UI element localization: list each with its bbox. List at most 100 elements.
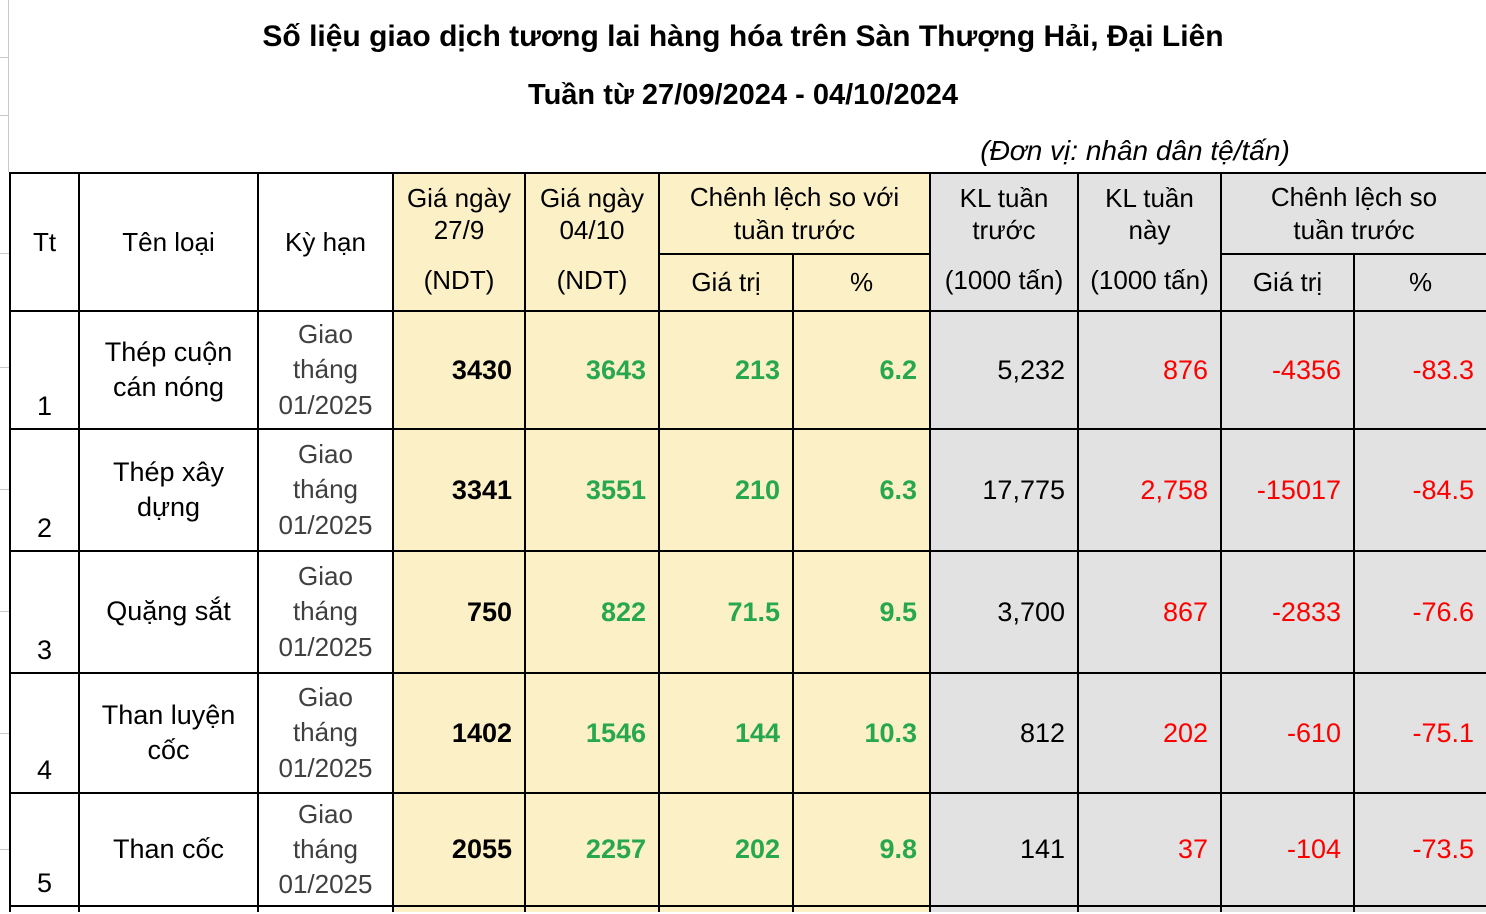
header-gia-279-label: Giá ngày 27/9 xyxy=(406,183,512,245)
header-gia-0410[interactable]: Giá ngày 04/10 (NDT) xyxy=(524,172,660,312)
header-ten-loai[interactable]: Tên loại xyxy=(78,172,259,312)
cell-vol-prev[interactable]: 812 xyxy=(929,672,1079,794)
subheader-gia-tri-1[interactable]: Giá trị xyxy=(658,253,794,312)
partial-row-cell xyxy=(524,905,660,912)
cell-vol-this[interactable]: 876 xyxy=(1077,310,1222,430)
cell-vol-diff-value[interactable]: -104 xyxy=(1220,792,1355,907)
table-row: 3 Quặng sắt Giao tháng 01/2025 750 822 7… xyxy=(9,550,1486,674)
cell-vol-diff-value[interactable]: -2833 xyxy=(1220,550,1355,674)
cell-vol-this[interactable]: 202 xyxy=(1077,672,1222,794)
cell-vol-this[interactable]: 37 xyxy=(1077,792,1222,907)
cell-vol-diff-pct[interactable]: -83.3 xyxy=(1353,310,1486,430)
cell-term[interactable]: Giao tháng 01/2025 xyxy=(257,672,394,794)
cell-diff-value[interactable]: 202 xyxy=(658,792,794,907)
page-subtitle: Tuần từ 27/09/2024 - 04/10/2024 xyxy=(528,79,958,111)
cell-row-number[interactable]: 2 xyxy=(9,428,80,552)
partial-row-cell xyxy=(1353,905,1486,912)
cell-vol-prev[interactable]: 141 xyxy=(929,792,1079,907)
table-row: 2 Thép xây dựng Giao tháng 01/2025 3341 … xyxy=(9,428,1486,552)
cell-vol-prev[interactable]: 5,232 xyxy=(929,310,1079,430)
cell-term[interactable]: Giao tháng 01/2025 xyxy=(257,428,394,552)
cell-diff-value[interactable]: 71.5 xyxy=(658,550,794,674)
cell-diff-value[interactable]: 210 xyxy=(658,428,794,552)
cell-vol-this[interactable]: 867 xyxy=(1077,550,1222,674)
page-title: Số liệu giao dịch tương lai hàng hóa trê… xyxy=(262,20,1224,53)
cell-commodity-name[interactable]: Thép xây dựng xyxy=(78,428,259,552)
cell-diff-pct[interactable]: 6.3 xyxy=(792,428,931,552)
cell-vol-diff-value[interactable]: -610 xyxy=(1220,672,1355,794)
cell-vol-this[interactable]: 2,758 xyxy=(1077,428,1222,552)
gridline-tick xyxy=(0,253,9,254)
header-chenh-lech-so-tuan-truoc[interactable]: Chênh lệch so tuần trước xyxy=(1220,172,1486,255)
header-ky-han[interactable]: Kỳ hạn xyxy=(257,172,394,312)
cell-price-0410[interactable]: 3643 xyxy=(524,310,660,430)
unit-note: (Đơn vị: nhân dân tệ/tấn) xyxy=(980,135,1290,166)
cell-diff-value[interactable]: 213 xyxy=(658,310,794,430)
gridline-tick xyxy=(0,367,9,368)
partial-row-cell xyxy=(792,905,931,912)
header-kl-tuan-nay-unit: (1000 tấn) xyxy=(1090,265,1209,296)
header-kl-tuan-nay[interactable]: KL tuần này (1000 tấn) xyxy=(1077,172,1222,312)
subheader-pct-1[interactable]: % xyxy=(792,253,931,312)
cell-price-279[interactable]: 750 xyxy=(392,550,526,674)
header-kl-tuan-nay-label: KL tuần này xyxy=(1105,183,1194,245)
table-row: 1 Thép cuộn cán nóng Giao tháng 01/2025 … xyxy=(9,310,1486,430)
table-row: 4 Than luyện cốc Giao tháng 01/2025 1402… xyxy=(9,672,1486,794)
cell-diff-value[interactable]: 144 xyxy=(658,672,794,794)
gridline-tick xyxy=(0,115,9,116)
worksheet-gridline-vertical xyxy=(8,0,9,172)
cell-vol-diff-pct[interactable]: -73.5 xyxy=(1353,792,1486,907)
header-chenh-lech-tuan-truoc[interactable]: Chênh lệch so với tuần trước xyxy=(658,172,931,255)
cell-price-0410[interactable]: 3551 xyxy=(524,428,660,552)
cell-commodity-name[interactable]: Than luyện cốc xyxy=(78,672,259,794)
cell-price-279[interactable]: 2055 xyxy=(392,792,526,907)
cell-commodity-name[interactable]: Thép cuộn cán nóng xyxy=(78,310,259,430)
cell-commodity-name[interactable]: Quặng sắt xyxy=(78,550,259,674)
cell-row-number[interactable]: 5 xyxy=(9,792,80,907)
gridline-tick xyxy=(0,489,9,490)
cell-price-279[interactable]: 3430 xyxy=(392,310,526,430)
header-gia-279[interactable]: Giá ngày 27/9 (NDT) xyxy=(392,172,526,312)
header-chenh-lech-so-tuan-truoc-label: Chênh lệch so tuần trước xyxy=(1270,182,1438,245)
header-kl-tuan-truoc-label: KL tuần trước xyxy=(959,183,1049,245)
cell-price-0410[interactable]: 1546 xyxy=(524,672,660,794)
cell-commodity-name[interactable]: Than cốc xyxy=(78,792,259,907)
cell-diff-pct[interactable]: 9.5 xyxy=(792,550,931,674)
cell-price-0410[interactable]: 2257 xyxy=(524,792,660,907)
cell-price-0410[interactable]: 822 xyxy=(524,550,660,674)
header-tt[interactable]: Tt xyxy=(9,172,80,312)
gridline-tick xyxy=(0,57,9,58)
cell-diff-pct[interactable]: 9.8 xyxy=(792,792,931,907)
cell-vol-prev[interactable]: 17,775 xyxy=(929,428,1079,552)
header-kl-tuan-truoc[interactable]: KL tuần trước (1000 tấn) xyxy=(929,172,1079,312)
cell-vol-diff-pct[interactable]: -84.5 xyxy=(1353,428,1486,552)
subheader-gia-tri-2[interactable]: Giá trị xyxy=(1220,253,1355,312)
cell-row-number[interactable]: 4 xyxy=(9,672,80,794)
partial-row-cell xyxy=(929,905,1079,912)
cell-term[interactable]: Giao tháng 01/2025 xyxy=(257,310,394,430)
cell-row-number[interactable]: 1 xyxy=(9,310,80,430)
header-gia-0410-label: Giá ngày 04/10 xyxy=(539,183,645,245)
subheader-pct-2[interactable]: % xyxy=(1353,253,1486,312)
partial-next-row xyxy=(9,905,1486,912)
cell-term[interactable]: Giao tháng 01/2025 xyxy=(257,792,394,907)
cell-vol-diff-pct[interactable]: -75.1 xyxy=(1353,672,1486,794)
partial-row-cell xyxy=(257,905,394,912)
partial-row-cell xyxy=(1077,905,1222,912)
gridline-tick xyxy=(0,733,9,734)
header-gia-279-unit: (NDT) xyxy=(423,265,495,296)
cell-price-279[interactable]: 1402 xyxy=(392,672,526,794)
cell-vol-diff-value[interactable]: -15017 xyxy=(1220,428,1355,552)
partial-row-cell xyxy=(1220,905,1355,912)
cell-vol-diff-value[interactable]: -4356 xyxy=(1220,310,1355,430)
cell-diff-pct[interactable]: 6.2 xyxy=(792,310,931,430)
cell-row-number[interactable]: 3 xyxy=(9,550,80,674)
cell-vol-diff-pct[interactable]: -76.6 xyxy=(1353,550,1486,674)
cell-term[interactable]: Giao tháng 01/2025 xyxy=(257,550,394,674)
cell-diff-pct[interactable]: 10.3 xyxy=(792,672,931,794)
cell-vol-prev[interactable]: 3,700 xyxy=(929,550,1079,674)
gridline-tick xyxy=(0,849,9,850)
cell-price-279[interactable]: 3341 xyxy=(392,428,526,552)
header-kl-tuan-truoc-unit: (1000 tấn) xyxy=(944,265,1064,296)
